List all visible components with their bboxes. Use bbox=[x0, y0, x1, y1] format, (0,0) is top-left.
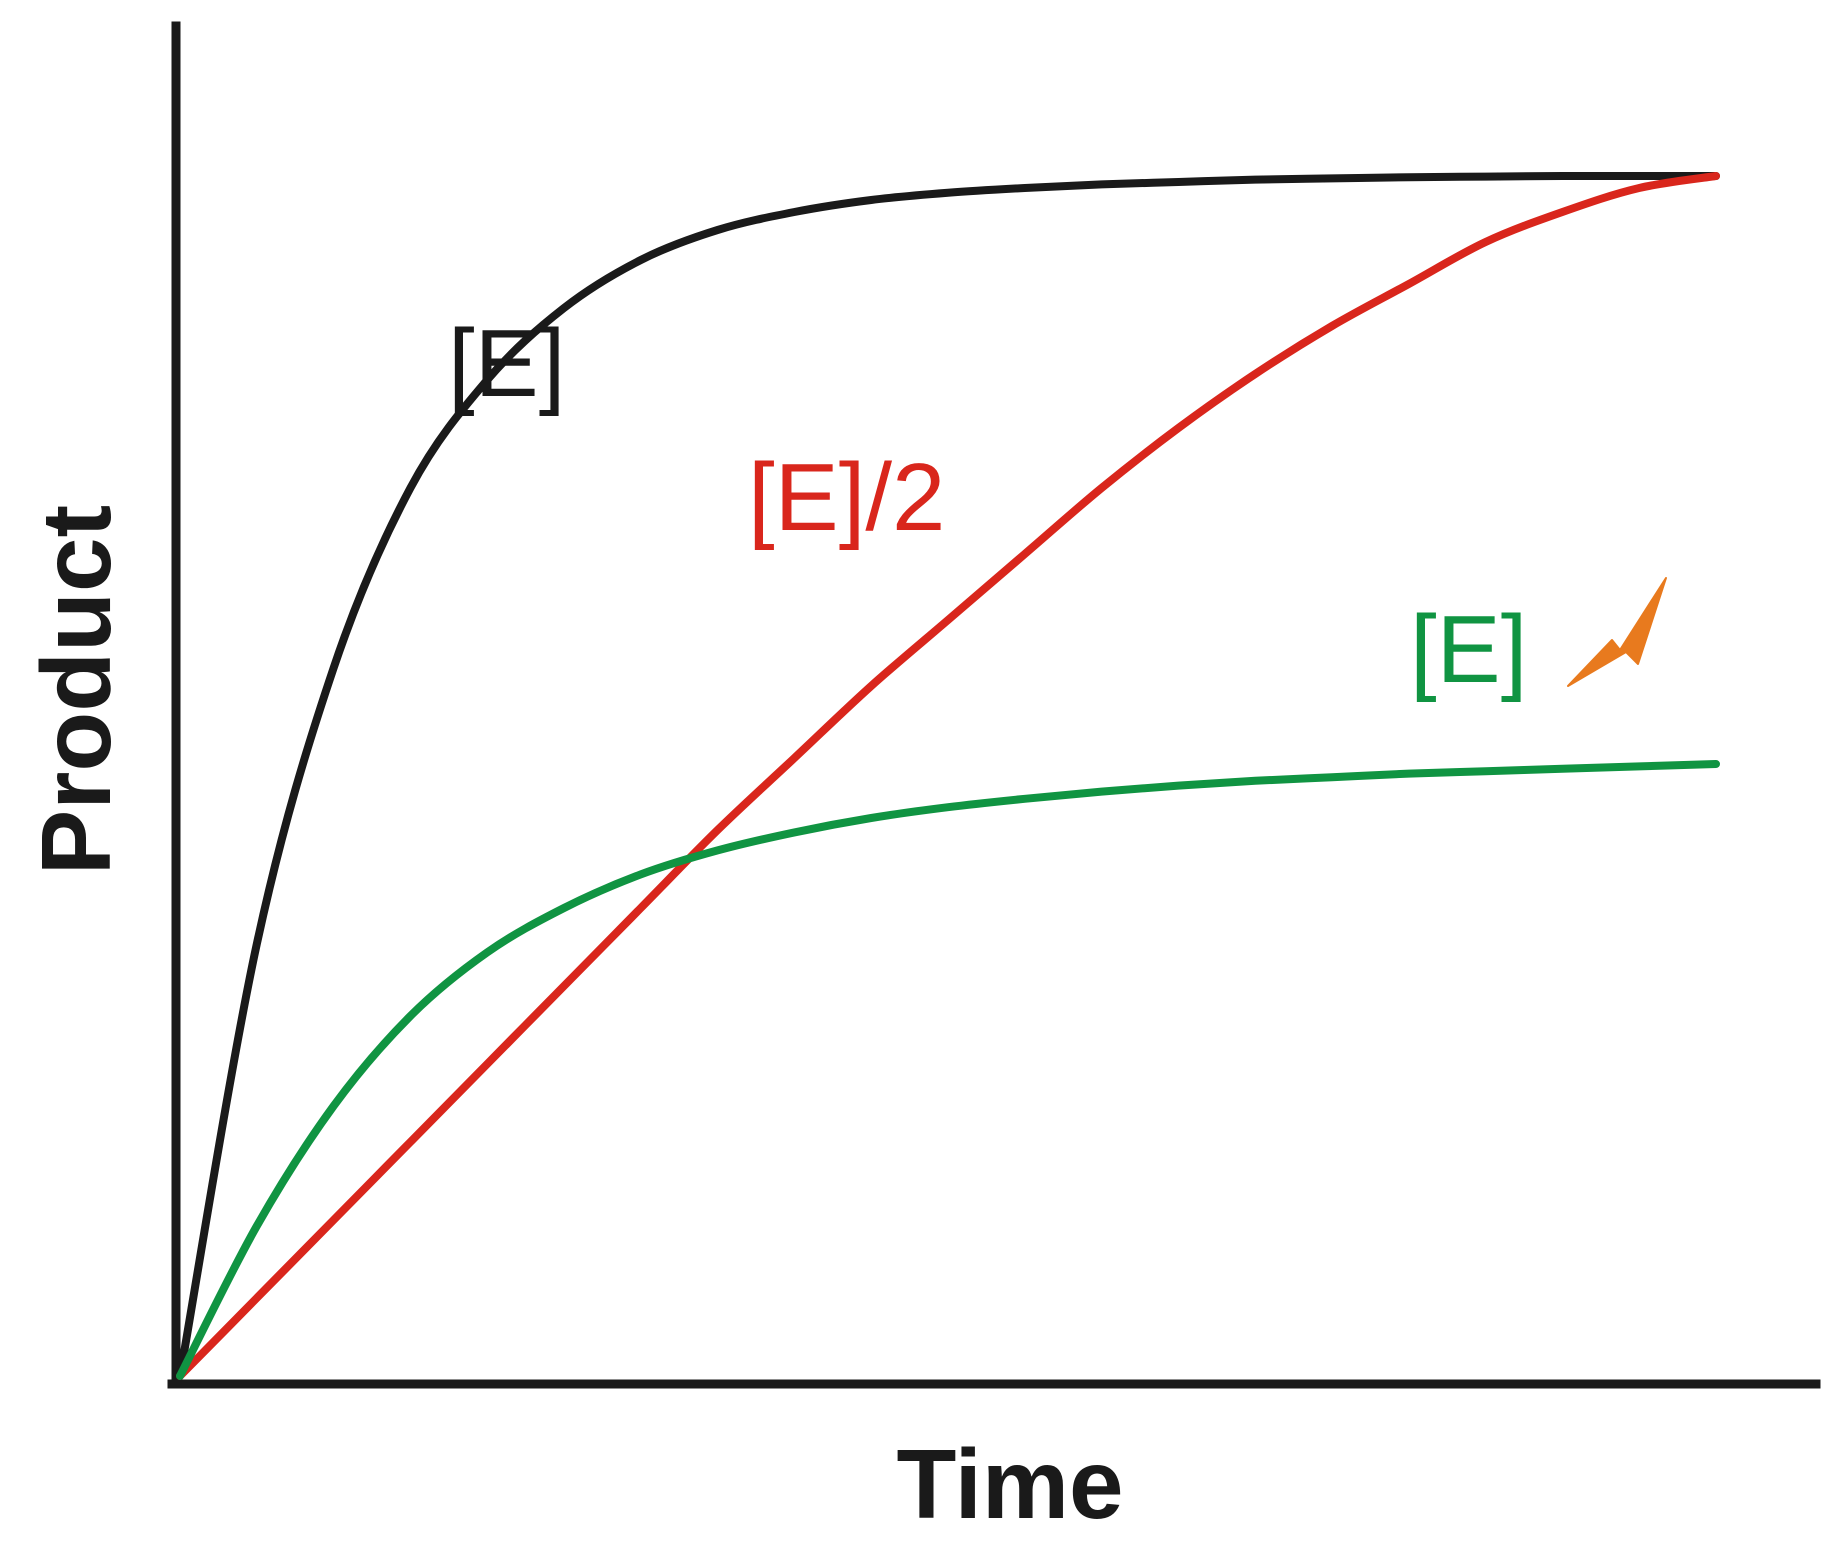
series-line-e-half bbox=[176, 172, 1720, 1380]
x-axis-title: Time bbox=[897, 1429, 1124, 1539]
series-label-e-half: [E]/2 bbox=[748, 444, 945, 551]
series-label-e-inactivated: [E] bbox=[1410, 596, 1527, 703]
series-line-e-inactivated bbox=[176, 760, 1720, 1380]
lightning-bolt-icon bbox=[1567, 577, 1667, 687]
y-axis-title: Product bbox=[21, 505, 131, 875]
series-line-e bbox=[176, 171, 1720, 1380]
series-label-e: [E] bbox=[448, 310, 565, 417]
series-curves bbox=[176, 171, 1720, 1380]
